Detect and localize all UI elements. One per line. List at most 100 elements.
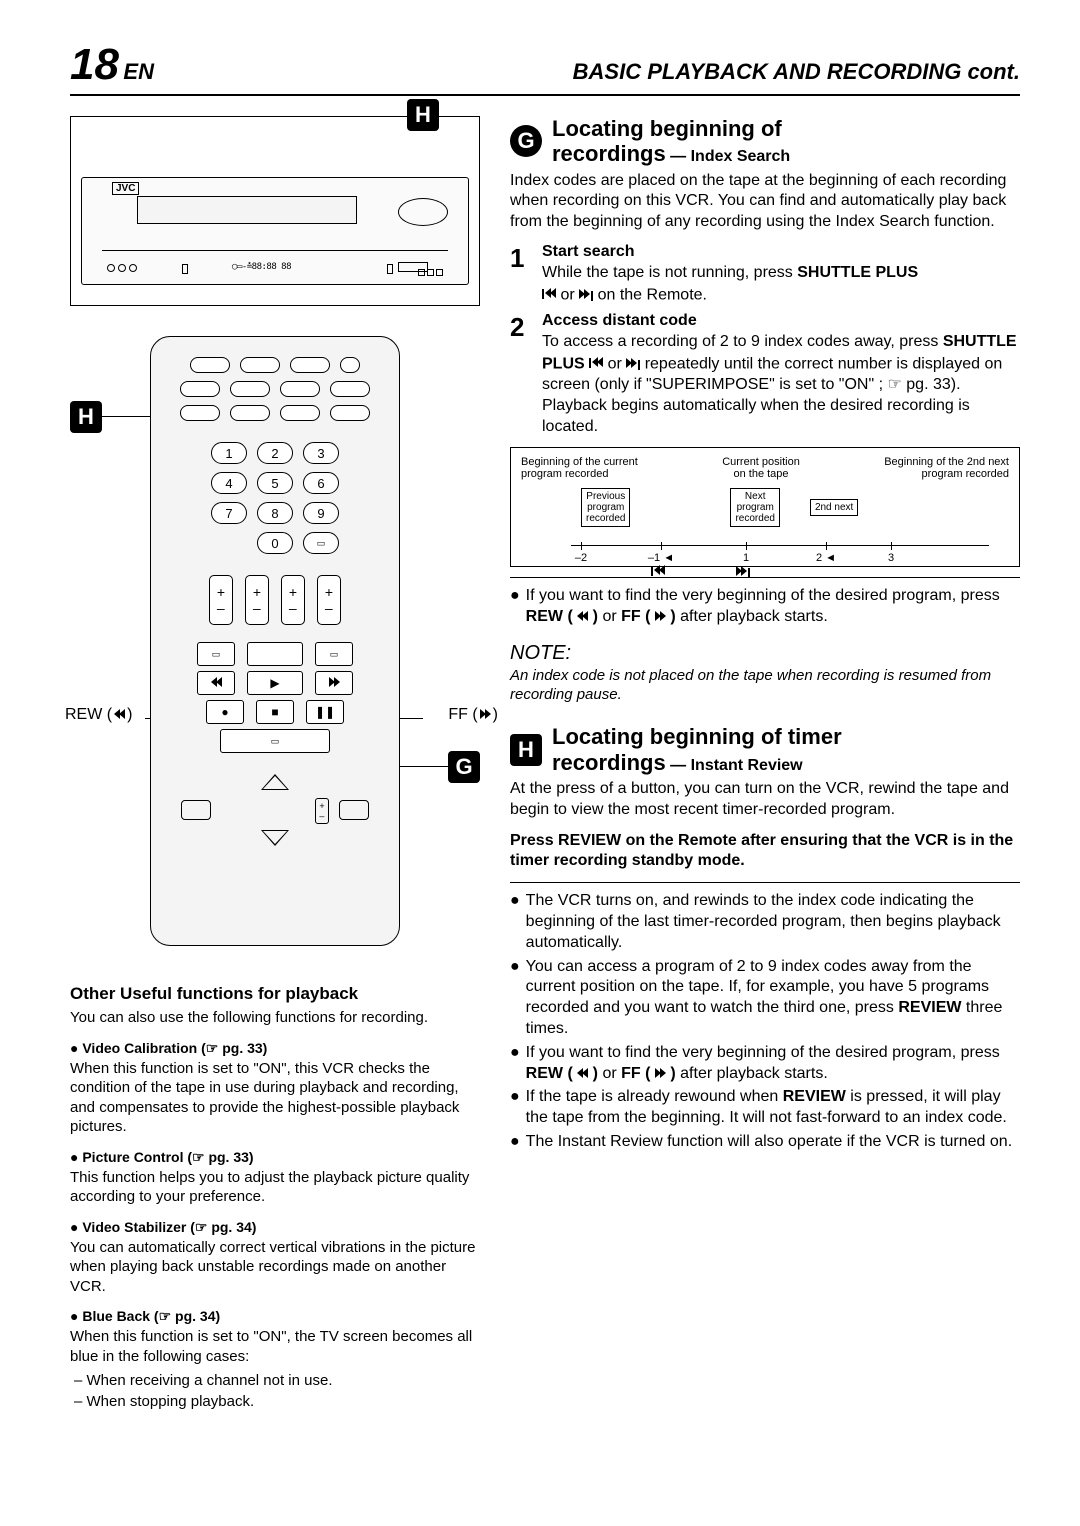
func-4-cases: When receiving a channel not in use. Whe… — [70, 1370, 480, 1412]
fastforward-icon — [655, 607, 666, 628]
func-2-text: This function helps you to adjust the pl… — [70, 1168, 480, 1207]
label-g-remote: G — [448, 751, 480, 783]
section-h-bold: Press REVIEW on the Remote after ensurin… — [510, 831, 1020, 873]
idx-top-center: Current positionon the tape — [722, 456, 800, 480]
num-0: 0 — [257, 532, 293, 554]
step-1-num: 1 — [510, 243, 530, 306]
note-heading: NOTE: — [510, 642, 1020, 665]
remote-number-pad: 123 456 789 0▭ — [151, 429, 399, 567]
num-3: 3 — [303, 442, 339, 464]
remote-illustration: H G REW ( ) FF ( ) — [70, 336, 480, 956]
page-number-block: 18 EN — [70, 40, 154, 90]
num-8: 8 — [257, 502, 293, 524]
ff-text: FF ( — [448, 706, 477, 724]
func-2-title: ● Picture Control (☞ pg. 33) — [70, 1149, 480, 1166]
nav-left — [181, 800, 211, 820]
shuttle-rew-icon — [542, 284, 556, 305]
num-4: 4 — [211, 472, 247, 494]
note-text: An index code is not placed on the tape … — [510, 667, 1020, 705]
section-h-title-1: Locating beginning of timer — [552, 724, 842, 749]
vcr-transport-btns — [418, 269, 443, 276]
rew-close: ) — [127, 706, 132, 724]
vcr-jacks — [107, 264, 137, 272]
section-g-letter: G — [510, 125, 542, 157]
shuttle-rew-icon — [589, 353, 603, 374]
page-number: 18 — [70, 40, 119, 89]
step-2: 2 Access distant code To access a record… — [510, 312, 1020, 437]
nav-right — [339, 800, 369, 820]
vcr-indicator-2 — [387, 264, 393, 274]
right-column: G Locating beginning of recordings — Ind… — [510, 116, 1020, 1412]
page-lang: EN — [123, 59, 154, 84]
func-3-title: ● Video Stabilizer (☞ pg. 34) — [70, 1219, 480, 1236]
h-bullet-1: ●The VCR turns on, and rewinds to the in… — [510, 891, 1020, 953]
ff-callout: FF ( ) — [448, 706, 498, 724]
idx-top-left: Beginning of the currentprogram recorded — [521, 456, 638, 480]
idx-2ndnext-box: 2nd next — [810, 499, 858, 516]
section-h-title-2: recordings — [552, 750, 666, 775]
idx-top-right: Beginning of the 2nd nextprogram recorde… — [884, 456, 1009, 480]
rew-text: REW ( — [65, 706, 112, 724]
num-2: 2 — [257, 442, 293, 464]
section-h-sub: — Instant Review — [666, 757, 803, 774]
idx-next-box: Nextprogramrecorded — [730, 488, 779, 527]
num-6: 6 — [303, 472, 339, 494]
func-4-title: ● Blue Back (☞ pg. 34) — [70, 1308, 480, 1325]
idx-axis — [571, 545, 989, 546]
func-1-title: ● Video Calibration (☞ pg. 33) — [70, 1040, 480, 1057]
num-9: 9 — [303, 502, 339, 524]
index-diagram: Beginning of the currentprogram recorded… — [510, 447, 1020, 567]
rewind-icon — [211, 676, 222, 690]
label-h-vcr: H — [407, 99, 439, 131]
shuttle-ff-icon — [579, 285, 593, 306]
section-g-bullet: ● If you want to find the very beginning… — [510, 586, 1020, 628]
vcr-illustration: H JVC ◯▭-≛88:88 88 — [70, 116, 480, 306]
vcr-brand: JVC — [112, 182, 139, 195]
remote-transport: ▭▭ ▶ ●■❚❚ ▭ — [151, 633, 399, 762]
section-g-head: G Locating beginning of recordings — Ind… — [510, 116, 1020, 167]
vcr-tape-slot — [137, 196, 357, 224]
section-h-intro: At the press of a button, you can turn o… — [510, 779, 1020, 821]
vcr-body: JVC ◯▭-≛88:88 88 — [81, 177, 469, 285]
up-arrow-icon — [261, 774, 289, 790]
step-2-title: Access distant code — [542, 312, 1020, 330]
remote-nav-pad: +– — [151, 770, 399, 850]
section-g-intro: Index codes are placed on the tape at th… — [510, 171, 1020, 233]
step-1-text: While the tape is not running, press SHU… — [542, 263, 1020, 306]
num-5: 5 — [257, 472, 293, 494]
func-1-text: When this function is set to "ON", this … — [70, 1059, 480, 1137]
section-g-sub: — Index Search — [666, 148, 791, 165]
page-title: BASIC PLAYBACK AND RECORDING cont. — [573, 59, 1020, 85]
num-1: 1 — [211, 442, 247, 464]
useful-functions-title: Other Useful functions for playback — [70, 984, 480, 1004]
section-g-title-2: recordings — [552, 141, 666, 166]
rewind-icon — [114, 706, 125, 724]
case-1: When receiving a channel not in use. — [74, 1370, 480, 1391]
callout-line-h — [100, 416, 150, 417]
section-g-title-1: Locating beginning of — [552, 116, 790, 141]
divider — [510, 882, 1020, 883]
rewind-icon — [577, 607, 588, 628]
shuttle-ff-icon — [626, 354, 640, 375]
vcr-display: ◯▭-≛88:88 88 — [232, 262, 291, 272]
vcr-jog-dial — [398, 198, 448, 226]
remote-plus-minus-row: +–+–+–+– — [151, 575, 399, 625]
section-h-head: H Locating beginning of timer recordings… — [510, 724, 1020, 775]
section-h-letter: H — [510, 734, 542, 766]
step-1-title: Start search — [542, 243, 1020, 261]
step-2-num: 2 — [510, 312, 530, 437]
ff-close: ) — [493, 706, 498, 724]
remote-body: 123 456 789 0▭ +–+–+–+– ▭▭ ▶ ●■❚❚ ▭ — [150, 336, 400, 946]
num-7: 7 — [211, 502, 247, 524]
rew-callout: REW ( ) — [65, 706, 132, 724]
case-2: When stopping playback. — [74, 1391, 480, 1412]
left-column: H JVC ◯▭-≛88:88 88 H G REW ( — [70, 116, 480, 1412]
label-h-remote: H — [70, 401, 102, 433]
down-arrow-icon — [261, 830, 289, 846]
h-bullet-3: ● If you want to find the very beginning… — [510, 1043, 1020, 1085]
useful-functions-intro: You can also use the following functions… — [70, 1008, 480, 1028]
step-2-text: To access a recording of 2 to 9 index co… — [542, 332, 1020, 437]
idx-prev-box: Previousprogramrecorded — [581, 488, 630, 527]
rewind-icon — [577, 1064, 588, 1085]
step-1: 1 Start search While the tape is not run… — [510, 243, 1020, 306]
